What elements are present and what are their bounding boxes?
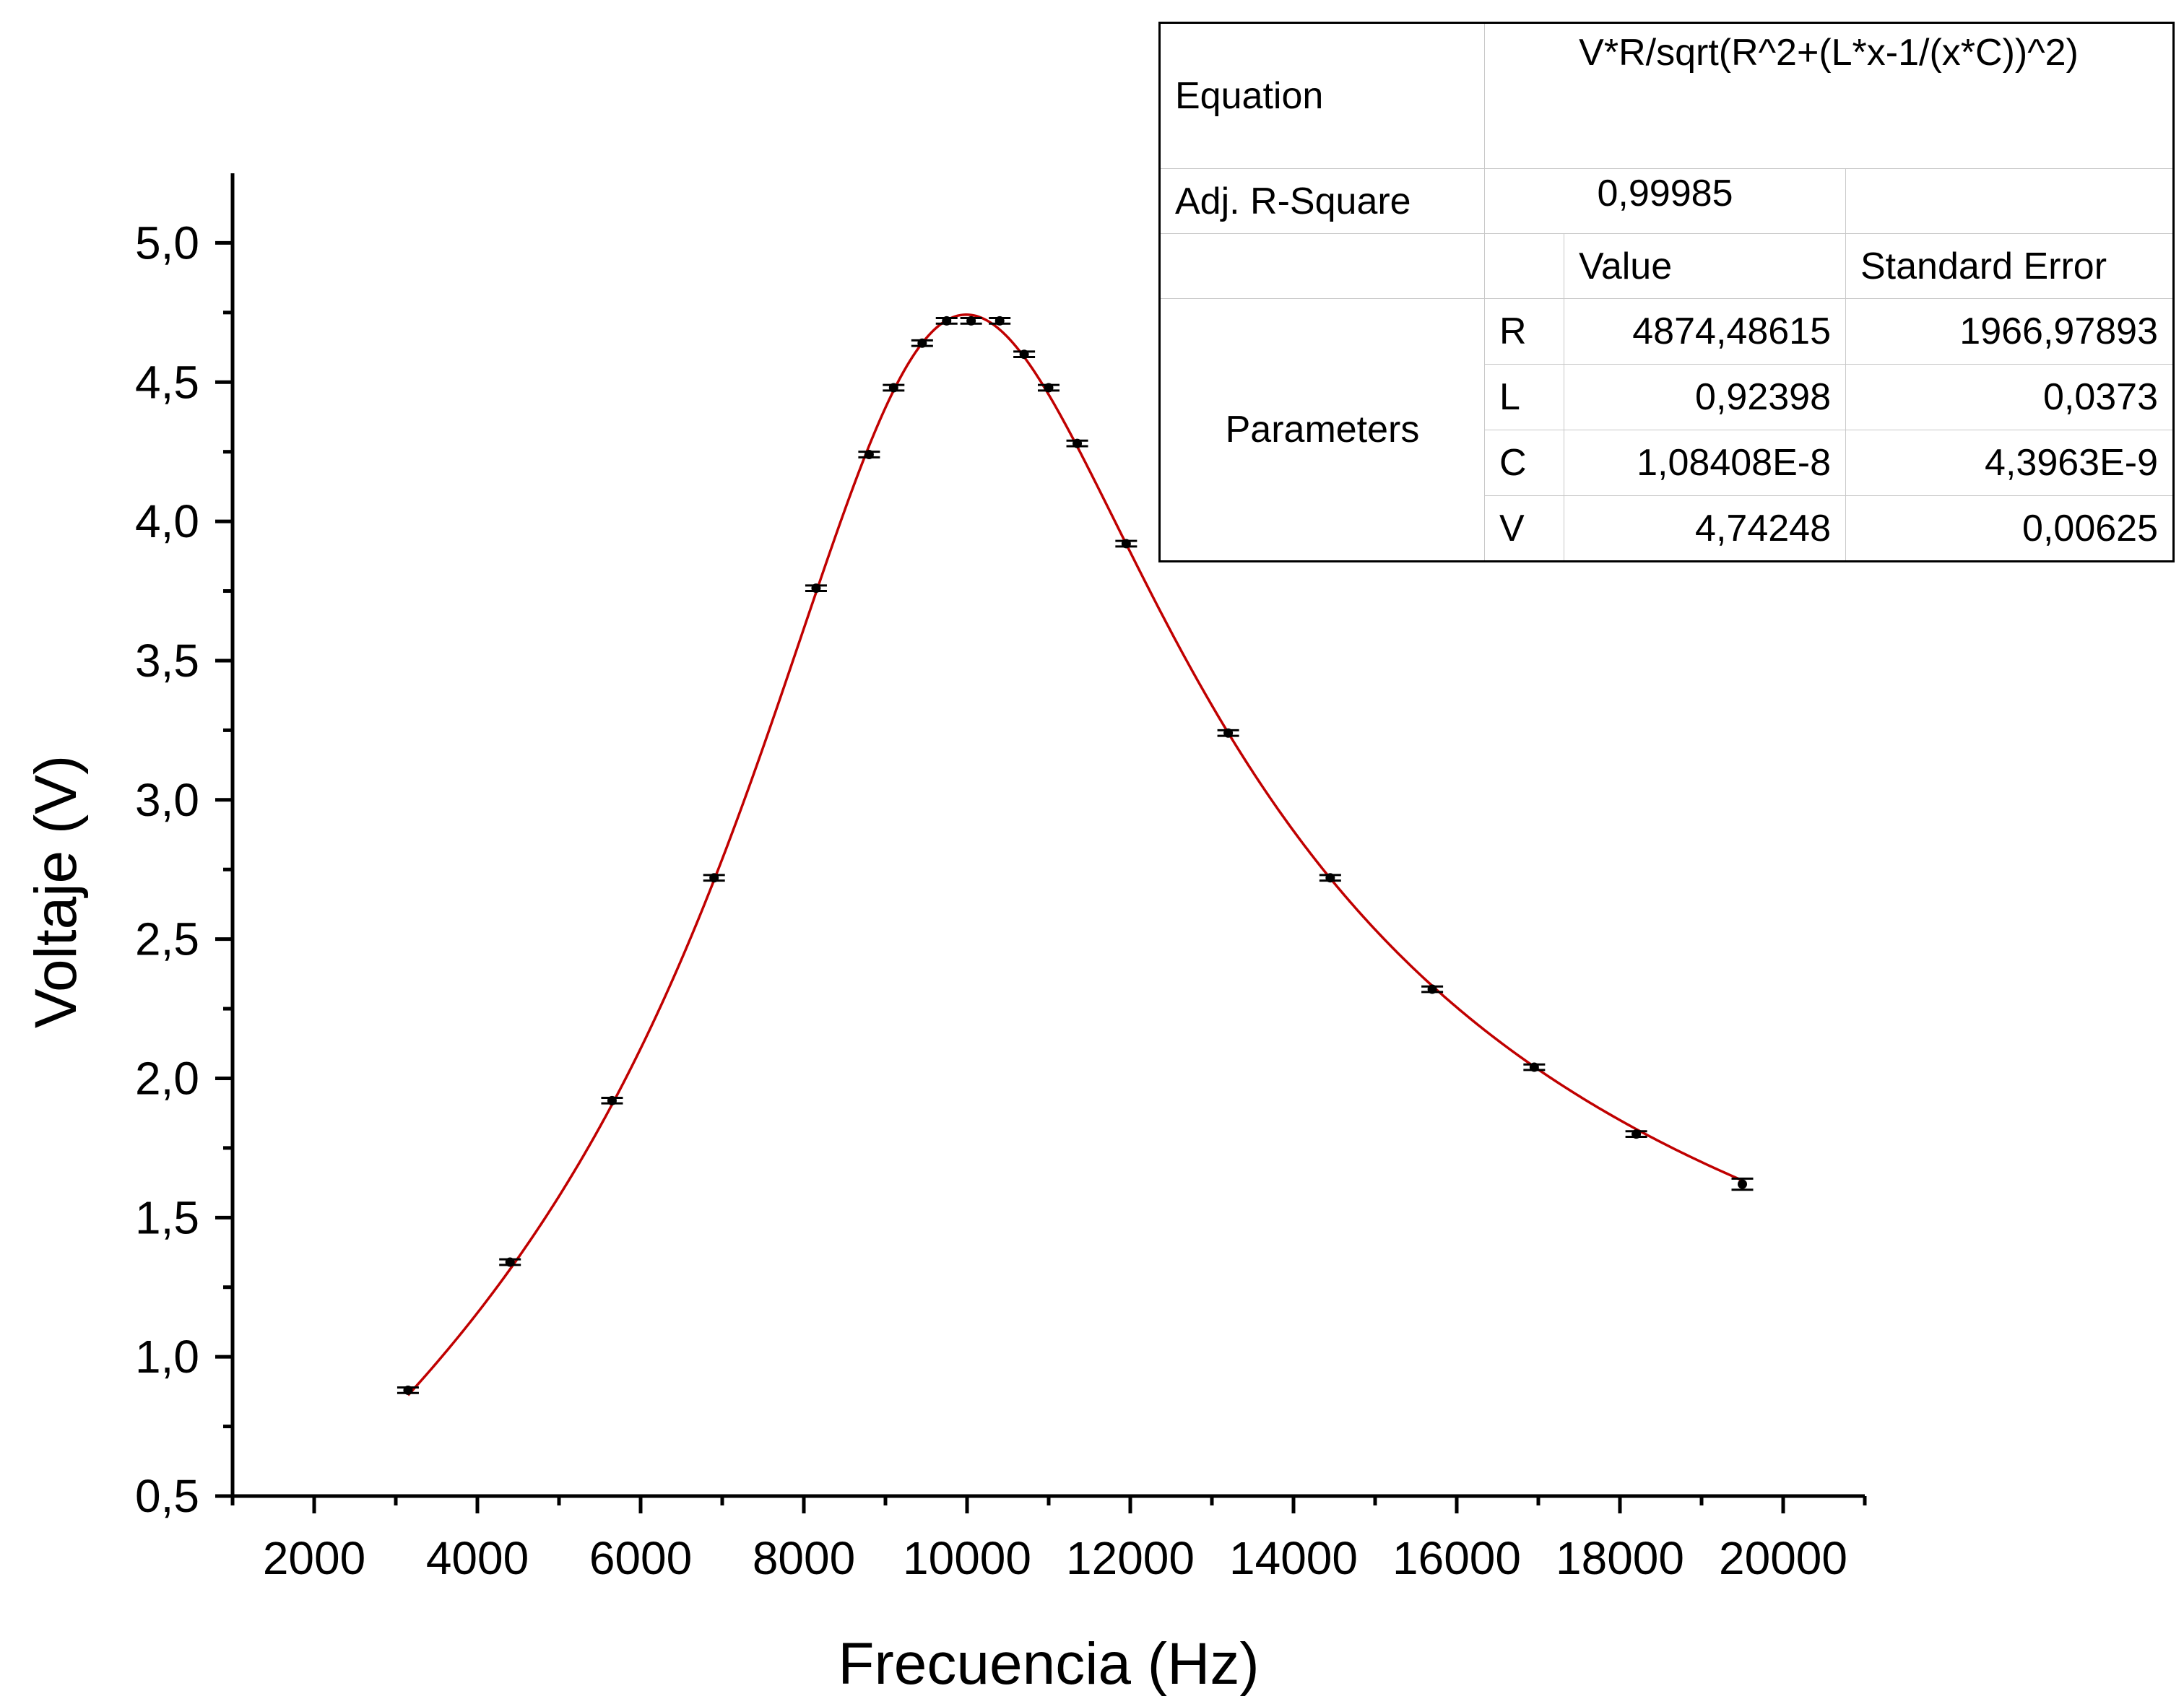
data-point-16 xyxy=(1325,873,1335,883)
data-point-3 xyxy=(709,873,719,883)
y-tick-label-6: 3,5 xyxy=(135,635,199,687)
data-point-10 xyxy=(994,316,1005,326)
x-tick-label-1: 4000 xyxy=(426,1532,529,1584)
data-point-17 xyxy=(1427,984,1437,994)
data-point-20 xyxy=(1738,1179,1747,1189)
y-tick-label-0: 0,5 xyxy=(135,1470,199,1522)
param-name: R xyxy=(1484,298,1564,365)
x-tick-label-4: 10000 xyxy=(903,1532,1031,1584)
x-tick-label-3: 8000 xyxy=(753,1532,855,1584)
data-point-6 xyxy=(888,383,898,393)
param-value: 0,92398 xyxy=(1564,364,1846,430)
y-axis-title: Voltaje (V) xyxy=(23,755,89,1028)
param-name: L xyxy=(1484,364,1564,430)
x-tick-label-2: 6000 xyxy=(589,1532,692,1584)
data-point-5 xyxy=(864,450,874,460)
data-point-18 xyxy=(1529,1062,1539,1072)
empty-cell xyxy=(1159,233,1485,299)
stderr-header: Standard Error xyxy=(1845,233,2175,299)
data-point-15 xyxy=(1223,728,1234,738)
param-stderr: 0,00625 xyxy=(1845,495,2175,562)
fit-results-table: Equation V*R/sqrt(R^2+(L*x-1/(x*C))^2) A… xyxy=(1158,22,2175,562)
adj-r-row: Adj. R-Square 0,99985 xyxy=(1159,168,2175,234)
param-stderr: 1966,97893 xyxy=(1845,298,2175,365)
x-tick-label-7: 16000 xyxy=(1392,1532,1521,1584)
x-tick-label-5: 12000 xyxy=(1066,1532,1195,1584)
y-tick-label-1: 1,0 xyxy=(135,1331,199,1383)
data-point-7 xyxy=(917,338,927,348)
empty-cell xyxy=(1845,168,2175,234)
param-value: 4874,48615 xyxy=(1564,298,1846,365)
data-point-14 xyxy=(1121,539,1131,549)
equation-row: Equation V*R/sqrt(R^2+(L*x-1/(x*C))^2) xyxy=(1159,22,2175,169)
value-header: Value xyxy=(1564,233,1846,299)
data-point-0 xyxy=(403,1385,413,1395)
data-point-4 xyxy=(811,583,821,594)
adj-r-value: 0,99985 xyxy=(1484,168,1846,234)
y-tick-label-5: 3,0 xyxy=(135,774,199,826)
x-tick-label-9: 20000 xyxy=(1719,1532,1847,1584)
y-tick-label-9: 5,0 xyxy=(135,217,199,269)
data-point-9 xyxy=(966,316,976,326)
adj-r-label: Adj. R-Square xyxy=(1159,168,1485,234)
param-row: V 4,74248 0,00625 xyxy=(1160,495,2175,562)
param-row: Parameters R 4874,48615 1966,97893 xyxy=(1159,298,2175,562)
header-row: Value Standard Error xyxy=(1159,233,2175,299)
param-row: C 1,08408E-8 4,3963E-9 xyxy=(1160,430,2175,496)
data-point-13 xyxy=(1072,438,1083,448)
data-point-11 xyxy=(1019,349,1029,360)
data-point-12 xyxy=(1044,383,1054,393)
param-value: 1,08408E-8 xyxy=(1564,430,1846,496)
data-point-2 xyxy=(607,1095,617,1105)
axes-layer: 2000 4000 6000 8000 10000 12000 14000 16000 1800… xyxy=(135,173,1867,1584)
param-stderr: 0,0373 xyxy=(1845,364,2175,430)
param-name: V xyxy=(1484,495,1564,562)
y-tick-label-4: 2,5 xyxy=(135,913,199,965)
points-layer xyxy=(396,316,1754,1395)
equation-value: V*R/sqrt(R^2+(L*x-1/(x*C))^2) xyxy=(1483,22,2175,169)
x-tick-label-0: 2000 xyxy=(263,1532,365,1584)
y-tick-label-3: 2,0 xyxy=(135,1052,199,1104)
data-point-19 xyxy=(1632,1129,1642,1139)
x-tick-label-8: 18000 xyxy=(1556,1532,1684,1584)
x-axis-title: Frecuencia (Hz) xyxy=(838,1631,1259,1697)
y-tick-label-8: 4,5 xyxy=(135,356,199,408)
x-tick-label-6: 14000 xyxy=(1229,1532,1358,1584)
empty-cell xyxy=(1484,233,1564,299)
param-name: C xyxy=(1484,430,1564,496)
data-point-8 xyxy=(942,316,952,326)
parameters-label: Parameters xyxy=(1159,298,1485,562)
equation-label: Equation xyxy=(1159,22,1485,169)
param-value: 4,74248 xyxy=(1564,495,1846,562)
param-row: L 0,92398 0,0373 xyxy=(1160,364,2175,430)
y-tick-label-7: 4,0 xyxy=(135,495,199,547)
data-point-1 xyxy=(505,1257,515,1267)
param-stderr: 4,3963E-9 xyxy=(1845,430,2175,496)
y-tick-label-2: 1,5 xyxy=(135,1191,199,1243)
